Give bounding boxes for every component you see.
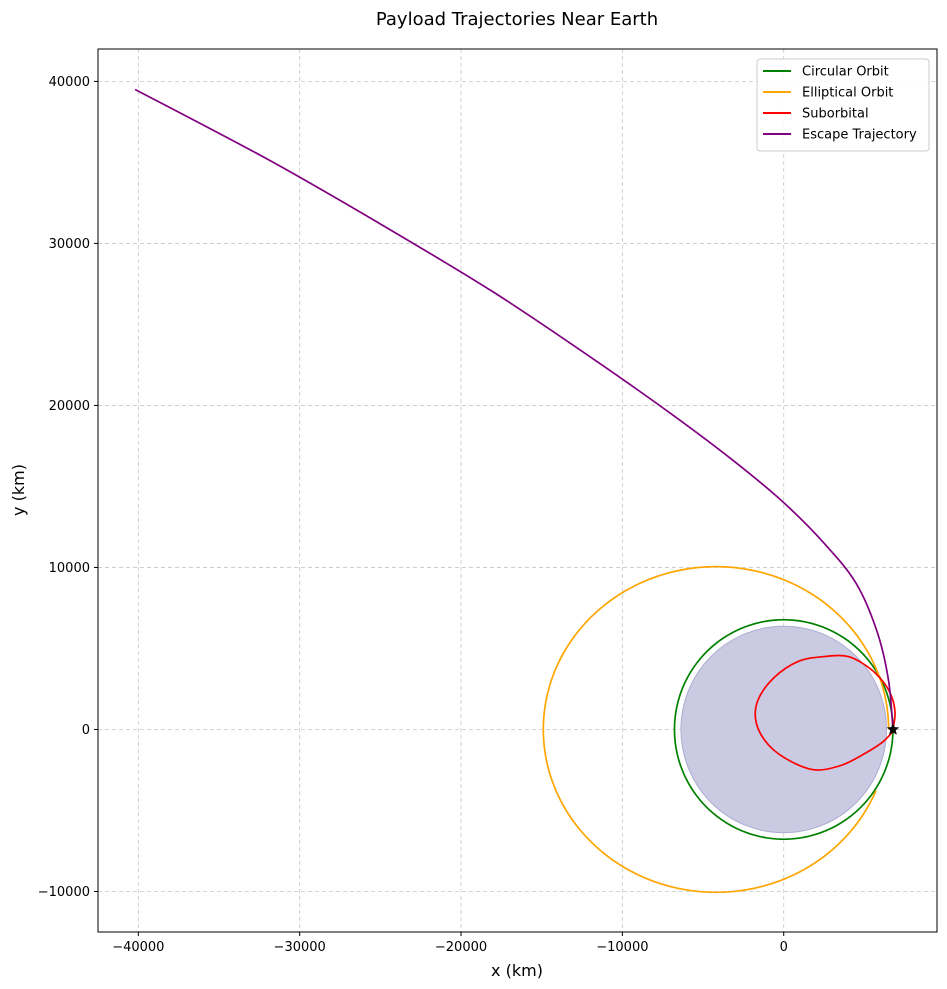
y-tick-label: 40000 — [49, 75, 90, 90]
legend-box — [756, 58, 930, 152]
y-axis-ticks: −10000 0 10000 20000 30000 40000 — [38, 75, 98, 900]
x-axis-label: x (km) — [491, 961, 543, 980]
x-tick-label: −20000 — [435, 940, 487, 955]
series-layer — [134, 88, 896, 894]
x-tick-label: −30000 — [274, 940, 326, 955]
y-tick-label: 0 — [82, 723, 90, 738]
legend-label-circular-orbit: Circular Orbit — [802, 65, 889, 80]
y-tick-label: 30000 — [49, 237, 90, 252]
y-axis-label: y (km) — [9, 464, 28, 516]
grid-lines — [98, 49, 937, 932]
legend-label-suborbital: Suborbital — [802, 107, 869, 122]
earth-disk — [680, 625, 888, 834]
y-tick-label: −10000 — [38, 885, 90, 900]
x-tick-label: −10000 — [596, 940, 648, 955]
elliptical-orbit-line — [542, 565, 890, 894]
escape-trajectory-line — [134, 88, 894, 730]
suborbital-line — [754, 654, 896, 771]
earth-layer — [680, 625, 888, 834]
x-tick-label: −40000 — [112, 940, 164, 955]
legend-label-elliptical-orbit: Elliptical Orbit — [802, 86, 893, 101]
legend-label-escape-trajectory: Escape Trajectory — [802, 128, 917, 143]
circular-orbit-line — [673, 618, 894, 841]
y-tick-label: 20000 — [49, 399, 90, 414]
x-axis-ticks: −40000 −30000 −20000 −10000 0 — [112, 932, 788, 955]
launch-point-marker — [886, 722, 900, 735]
x-tick-label: 0 — [780, 940, 788, 955]
y-tick-label: 10000 — [49, 561, 90, 576]
chart-title: Payload Trajectories Near Earth — [376, 9, 658, 30]
marker-layer — [886, 722, 900, 735]
legend: Circular Orbit Elliptical Orbit Suborbital… — [756, 58, 930, 152]
plot-frame — [97, 48, 938, 933]
